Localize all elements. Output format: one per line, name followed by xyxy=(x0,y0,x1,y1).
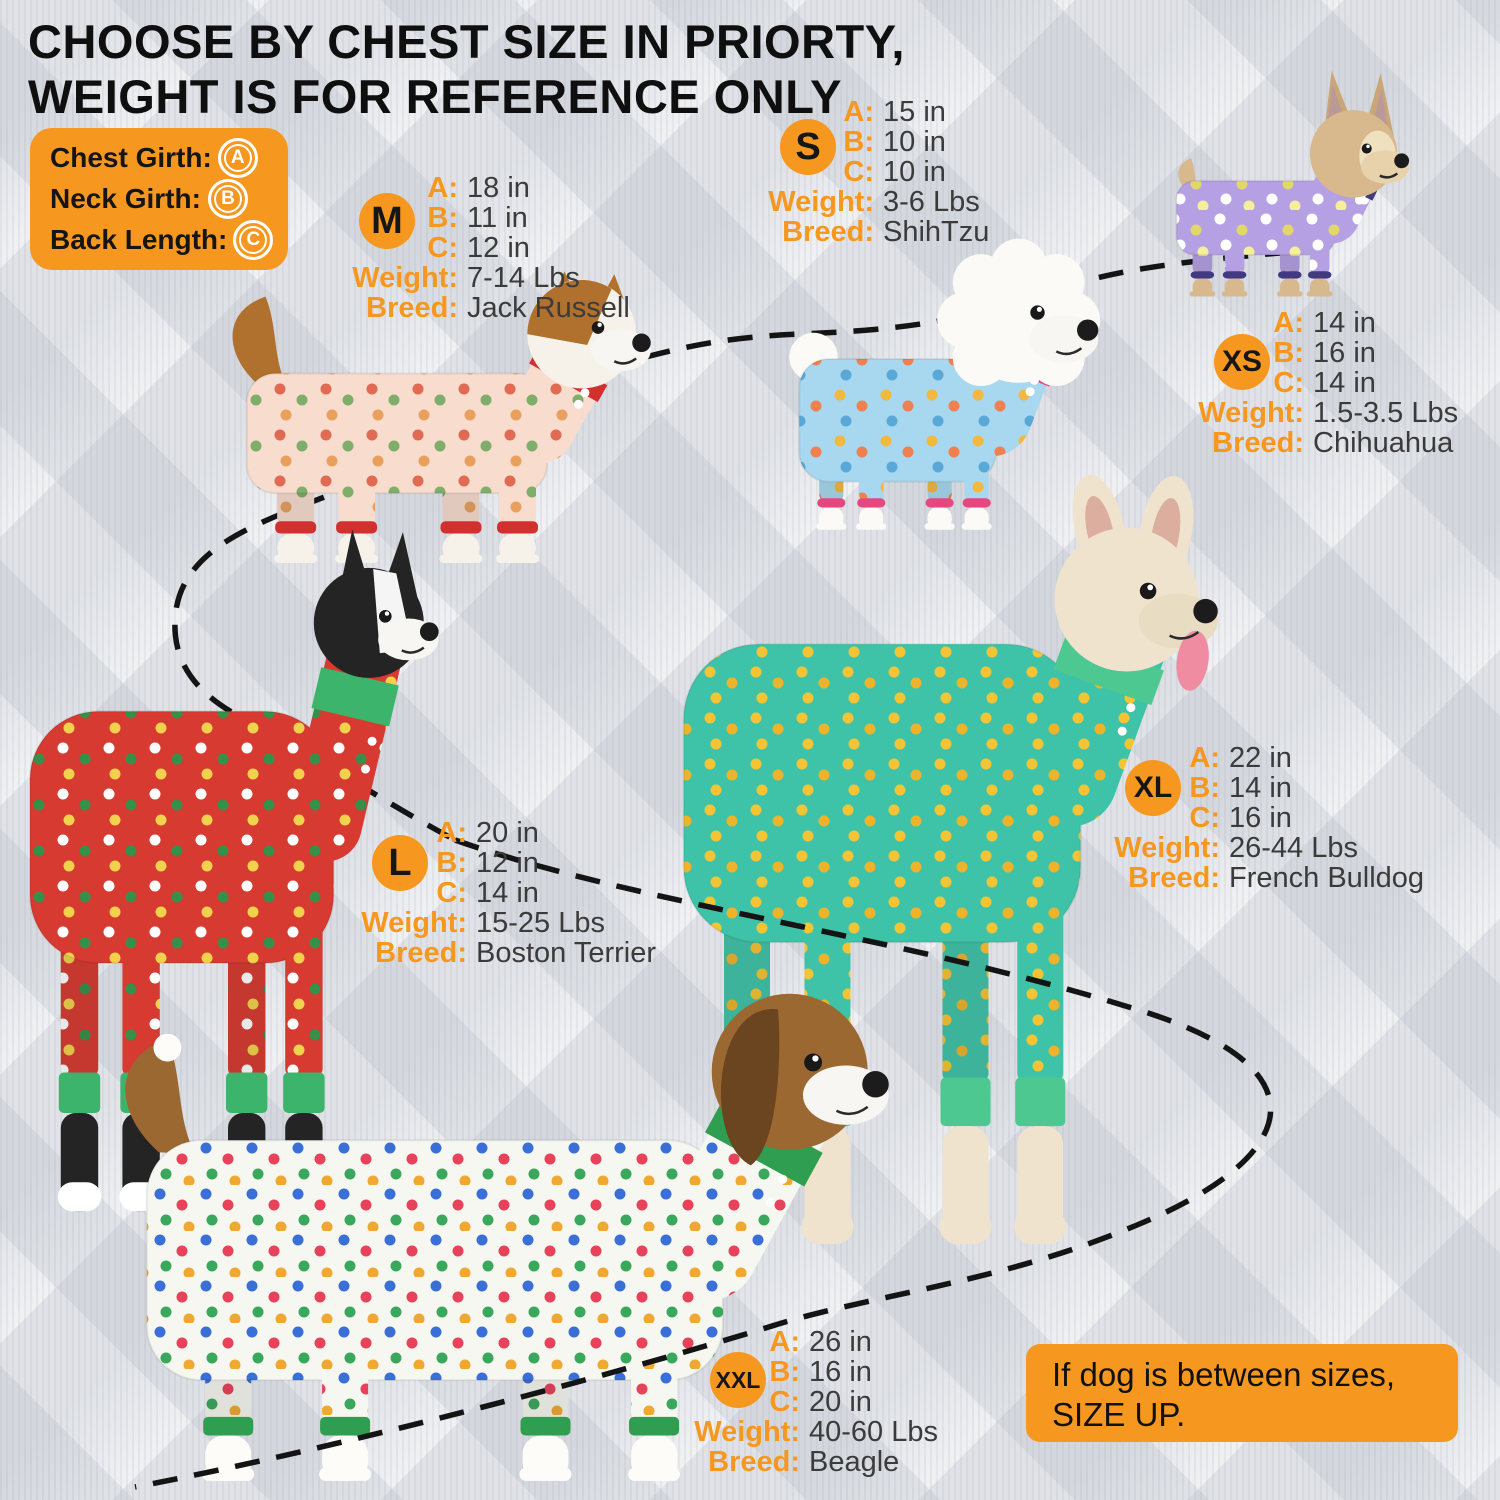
weight-label: Weight: xyxy=(694,1416,800,1448)
back-label: C: xyxy=(1189,802,1220,834)
neck-label: B: xyxy=(1273,337,1304,369)
chest-value: 26 in xyxy=(809,1326,872,1358)
neck-value: 16 in xyxy=(809,1356,872,1388)
back-value: 20 in xyxy=(809,1386,872,1418)
circled-b-icon: B xyxy=(208,178,248,219)
size-badge-xl: XL xyxy=(1125,760,1181,816)
breed-label: Breed: xyxy=(1212,427,1304,459)
neck-value: 10 in xyxy=(883,126,946,158)
chest-label: A: xyxy=(436,817,467,849)
breed-label: Breed: xyxy=(375,937,467,969)
size-block-s: S A: 15 in B: 10 in C: 10 in Weight: 3-6 Lbs… xyxy=(700,97,1074,247)
dog-photo-chihuahua xyxy=(1175,70,1410,297)
weight-value: 1.5-3.5 Lbs xyxy=(1313,397,1459,429)
neck-label: B: xyxy=(1189,772,1220,804)
back-value: 10 in xyxy=(883,156,946,188)
neck-value: 16 in xyxy=(1313,337,1376,369)
size-specs-s: A: 15 in B: 10 in C: 10 in Weight: 3-6 Lbs B… xyxy=(700,97,1074,247)
breed-label: Breed: xyxy=(1128,862,1220,894)
weight-label: Weight: xyxy=(1114,832,1220,864)
size-badge-m: M xyxy=(359,193,415,249)
back-value: 16 in xyxy=(1229,802,1292,834)
legend-row-chest: Chest Girth: A xyxy=(50,138,274,179)
back-value: 14 in xyxy=(476,877,539,909)
breed-value: Beagle xyxy=(809,1446,900,1478)
legend-row-back: Back Length: C xyxy=(50,219,274,260)
breed-value: Jack Russell xyxy=(467,292,630,324)
neck-value: 12 in xyxy=(476,847,539,879)
chest-value: 15 in xyxy=(883,96,946,128)
size-badge-l: L xyxy=(372,835,428,891)
weight-value: 40-60 Lbs xyxy=(809,1416,938,1448)
chest-label: A: xyxy=(1273,307,1304,339)
weight-label: Weight: xyxy=(352,262,458,294)
page-title: CHOOSE BY CHEST SIZE IN PRIORTY, WEIGHT … xyxy=(28,14,905,124)
back-label: C: xyxy=(843,156,874,188)
chest-value: 20 in xyxy=(476,817,539,849)
size-block-xs: XS A: 14 in B: 16 in C: 14 in Weight: 1.5-3.… xyxy=(1140,308,1500,458)
breed-label: Breed: xyxy=(366,292,458,324)
back-label: C: xyxy=(1273,367,1304,399)
neck-label: B: xyxy=(436,847,467,879)
neck-girth-label: Neck Girth: xyxy=(50,182,201,214)
chest-label: A: xyxy=(769,1326,800,1358)
back-value: 12 in xyxy=(467,232,530,264)
breed-value: French Bulldog xyxy=(1229,862,1425,894)
breed-label: Breed: xyxy=(708,1446,800,1478)
neck-value: 14 in xyxy=(1229,772,1292,804)
chest-value: 22 in xyxy=(1229,742,1292,774)
size-block-xxl: XXL A: 26 in B: 16 in C: 20 in Weight: 40-60… xyxy=(640,1327,1000,1477)
circled-c-icon: C xyxy=(233,219,274,260)
breed-value: Boston Terrier xyxy=(476,937,656,969)
note-line-1: If dog is between sizes, xyxy=(1052,1356,1396,1393)
back-label: C: xyxy=(436,877,467,909)
circled-a-icon: A xyxy=(217,138,258,179)
chest-label: A: xyxy=(427,172,458,204)
size-badge-s: S xyxy=(780,119,836,175)
size-up-note: If dog is between sizes, SIZE UP. xyxy=(1026,1344,1458,1442)
breed-value: ShihTzu xyxy=(883,216,990,248)
back-value: 14 in xyxy=(1313,367,1376,399)
back-length-label: Back Length: xyxy=(50,223,228,255)
size-specs-m: A: 18 in B: 11 in C: 12 in Weight: 7-14 Lbs … xyxy=(300,173,658,323)
neck-label: B: xyxy=(843,126,874,158)
size-specs-xl: A: 22 in B: 14 in C: 16 in Weight: 26-44 Lbs… xyxy=(1050,742,1425,894)
weight-value: 3-6 Lbs xyxy=(883,186,980,218)
weight-value: 26-44 Lbs xyxy=(1229,832,1358,864)
chest-value: 14 in xyxy=(1313,307,1376,339)
size-block-xl: XL A: 22 in B: 14 in C: 16 in Weight: 26-44 … xyxy=(1050,742,1425,894)
size-block-m: M A: 18 in B: 11 in C: 12 in Weight: 7-14 Lb… xyxy=(300,173,658,323)
size-specs-xs: A: 14 in B: 16 in C: 14 in Weight: 1.5-3.5 L… xyxy=(1140,308,1500,458)
measurement-legend: Chest Girth: A Neck Girth: B Back Length… xyxy=(30,128,288,270)
note-line-2: SIZE UP. xyxy=(1052,1396,1186,1433)
breed-label: Breed: xyxy=(782,216,874,248)
chest-label: A: xyxy=(1189,742,1220,774)
size-specs-l: A: 20 in B: 12 in C: 14 in Weight: 15-25 Lbs… xyxy=(300,818,667,968)
size-specs-xxl: A: 26 in B: 16 in C: 20 in Weight: 40-60 Lbs… xyxy=(640,1327,1000,1477)
chest-girth-label: Chest Girth: xyxy=(50,142,212,174)
weight-label: Weight: xyxy=(768,186,874,218)
neck-value: 11 in xyxy=(467,202,528,234)
weight-label: Weight: xyxy=(1198,397,1304,429)
weight-value: 7-14 Lbs xyxy=(467,262,580,294)
weight-label: Weight: xyxy=(361,907,467,939)
dog-photo-shih-tzu xyxy=(789,238,1101,530)
size-badge-xxl: XXL xyxy=(710,1352,766,1408)
neck-label: B: xyxy=(769,1356,800,1388)
title-line-2: WEIGHT IS FOR REFERENCE ONLY xyxy=(28,70,842,123)
breed-value: Chihuahua xyxy=(1313,427,1454,459)
size-block-l: L A: 20 in B: 12 in C: 14 in Weight: 15-25 L… xyxy=(300,818,667,968)
legend-row-neck: Neck Girth: B xyxy=(50,178,274,219)
title-line-1: CHOOSE BY CHEST SIZE IN PRIORTY, xyxy=(28,15,905,68)
size-badge-xs: XS xyxy=(1214,334,1270,390)
dog-photo-jack-russell xyxy=(232,271,651,564)
chest-label: A: xyxy=(843,96,874,128)
neck-label: B: xyxy=(427,202,458,234)
back-label: C: xyxy=(769,1386,800,1418)
weight-value: 15-25 Lbs xyxy=(476,907,605,939)
chest-value: 18 in xyxy=(467,172,530,204)
back-label: C: xyxy=(427,232,458,264)
